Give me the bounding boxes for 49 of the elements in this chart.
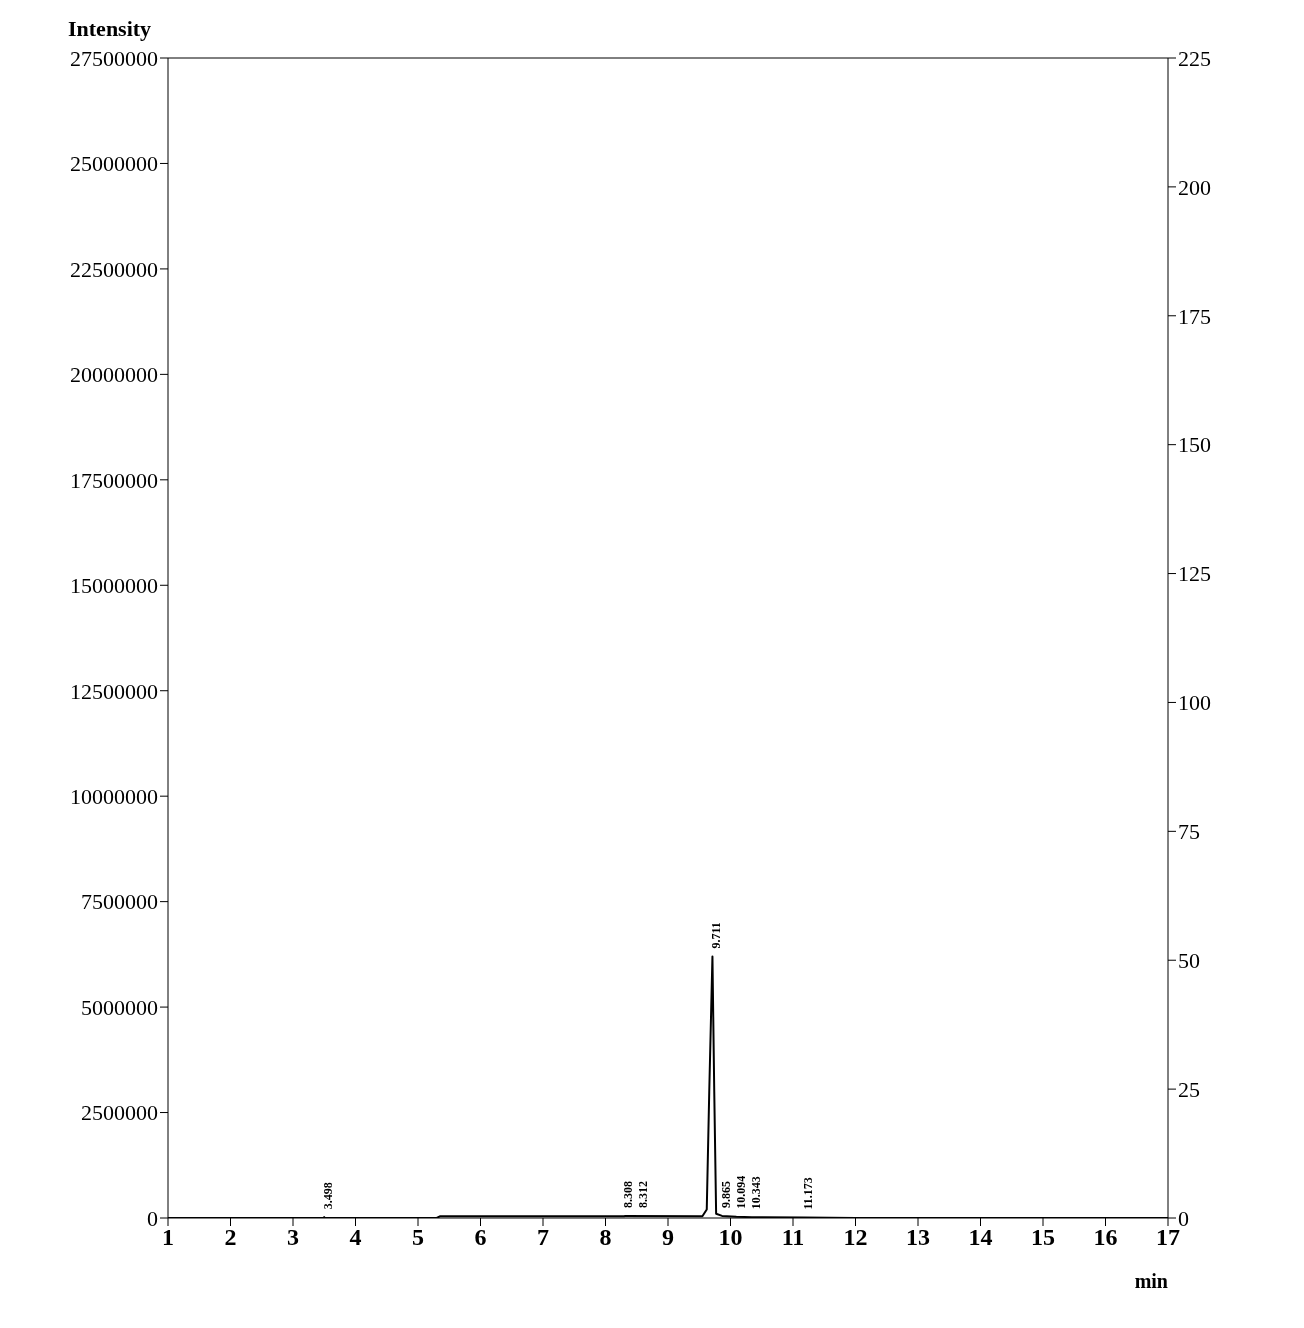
x-tick-label: 15 — [1031, 1224, 1055, 1251]
y2-tick-label: 125 — [1178, 561, 1211, 587]
y2-tick-label: 100 — [1178, 690, 1211, 716]
x-tick-label: 1 — [162, 1224, 174, 1251]
y-tick-label: 5000000 — [81, 994, 158, 1020]
y-tick-label: 25000000 — [70, 151, 158, 177]
y-tick-label: 27500000 — [70, 45, 158, 71]
x-tick-label: 12 — [843, 1224, 868, 1251]
annotation: 10.094 — [733, 1175, 748, 1209]
y-tick-label: 17500000 — [70, 467, 158, 493]
y-tick-label: 10000000 — [70, 783, 158, 809]
y-tick-label: 7500000 — [81, 889, 158, 915]
x-tick-label: 13 — [906, 1224, 930, 1251]
x-tick-label: 10 — [718, 1224, 743, 1251]
y2-tick-label: 175 — [1178, 303, 1211, 329]
x-tick-label: 4 — [349, 1224, 362, 1251]
y-axis-title: Intensity — [68, 16, 152, 42]
x-tick-label: 7 — [537, 1224, 549, 1251]
y2-tick-label: 50 — [1178, 948, 1200, 974]
x-tick-label: 11 — [781, 1224, 805, 1251]
x-tick-label: 2 — [224, 1224, 237, 1251]
y2-tick-label: 225 — [1178, 45, 1211, 71]
x-tick-label: 8 — [599, 1224, 612, 1251]
annotation: 9.865 — [718, 1180, 733, 1208]
y2-tick-label: 200 — [1178, 174, 1211, 200]
x-tick-label: 3 — [287, 1224, 299, 1251]
annotation: 10.343 — [748, 1176, 763, 1210]
x-axis-title: min — [1134, 1270, 1168, 1292]
x-tick-label: 17 — [1156, 1224, 1180, 1251]
y2-tick-label: 25 — [1178, 1076, 1200, 1102]
y-tick-label: 12500000 — [70, 678, 158, 704]
y-tick-label: 22500000 — [70, 256, 158, 282]
x-tick-label: 16 — [1093, 1224, 1118, 1251]
y2-tick-label: 150 — [1178, 432, 1211, 458]
annotation: 9.711 — [709, 922, 724, 949]
annotation: 8.308 — [621, 1180, 636, 1208]
y-tick-label: 15000000 — [70, 573, 158, 599]
x-tick-label: 14 — [968, 1224, 993, 1251]
y2-tick-label: 0 — [1178, 1205, 1189, 1231]
y2-tick-label: 75 — [1178, 819, 1200, 845]
x-tick-label: 9 — [662, 1224, 674, 1251]
x-tick-label: 5 — [412, 1224, 424, 1251]
annotation: 8.312 — [636, 1180, 651, 1208]
y-tick-label: 2500000 — [81, 1100, 158, 1126]
x-tick-label: 6 — [474, 1224, 487, 1251]
y-tick-label: 20000000 — [70, 362, 158, 388]
annotation: 3.498 — [320, 1182, 335, 1210]
annotation: 11.173 — [800, 1177, 815, 1210]
y-tick-label: 0 — [147, 1205, 158, 1231]
